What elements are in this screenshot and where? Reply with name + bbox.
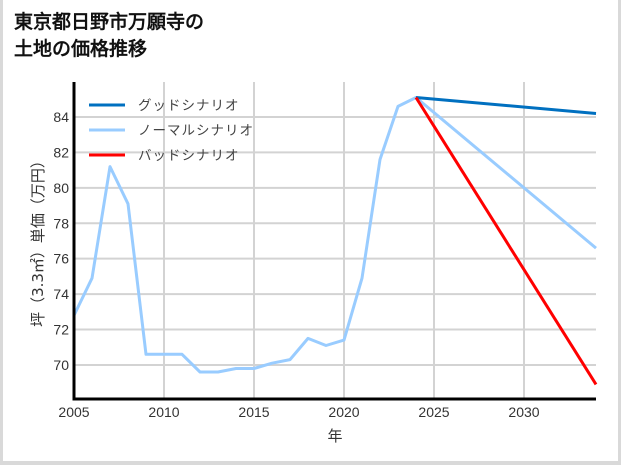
x-tick-label: 2030 (508, 404, 539, 420)
x-tick-label: 2015 (238, 404, 269, 420)
legend-label: バッドシナリオ (138, 148, 240, 164)
legend-label: ノーマルシナリオ (138, 123, 254, 139)
y-axis-label: 坪（3.3㎡）単価（万円） (29, 153, 47, 327)
y-tick-label: 70 (53, 357, 69, 373)
chart-frame (3, 0, 618, 461)
tick-labels: 70 72 74 76 78 80 82 84 2005 2010 2015 2020 2025 2030 (53, 109, 539, 420)
x-tick-label: 2025 (418, 404, 449, 420)
axes (72, 82, 596, 401)
series-line (72, 96, 597, 374)
legend-label: グッドシナリオ (138, 98, 240, 114)
grid-lines (74, 82, 596, 399)
y-tick-label: 82 (53, 144, 69, 160)
x-tick-label: 2020 (328, 404, 359, 420)
y-tick-label: 80 (53, 180, 69, 196)
x-tick-label: 2010 (148, 404, 179, 420)
title-line-1: 東京都日野市万願寺の (14, 11, 205, 33)
data-series (72, 96, 598, 386)
y-tick-label: 74 (53, 286, 69, 302)
x-tick-label: 2005 (58, 404, 89, 420)
y-tick-label: 84 (53, 109, 69, 125)
chart-title: 東京都日野市万願寺の 土地の価格推移 (14, 9, 204, 63)
title-line-2: 土地の価格推移 (14, 38, 148, 60)
series-line (414, 96, 598, 386)
series-line (415, 96, 597, 115)
y-tick-label: 72 (53, 322, 69, 338)
y-tick-label: 76 (53, 251, 69, 267)
y-tick-label: 78 (53, 215, 69, 231)
x-axis-label: 年 (327, 427, 342, 445)
